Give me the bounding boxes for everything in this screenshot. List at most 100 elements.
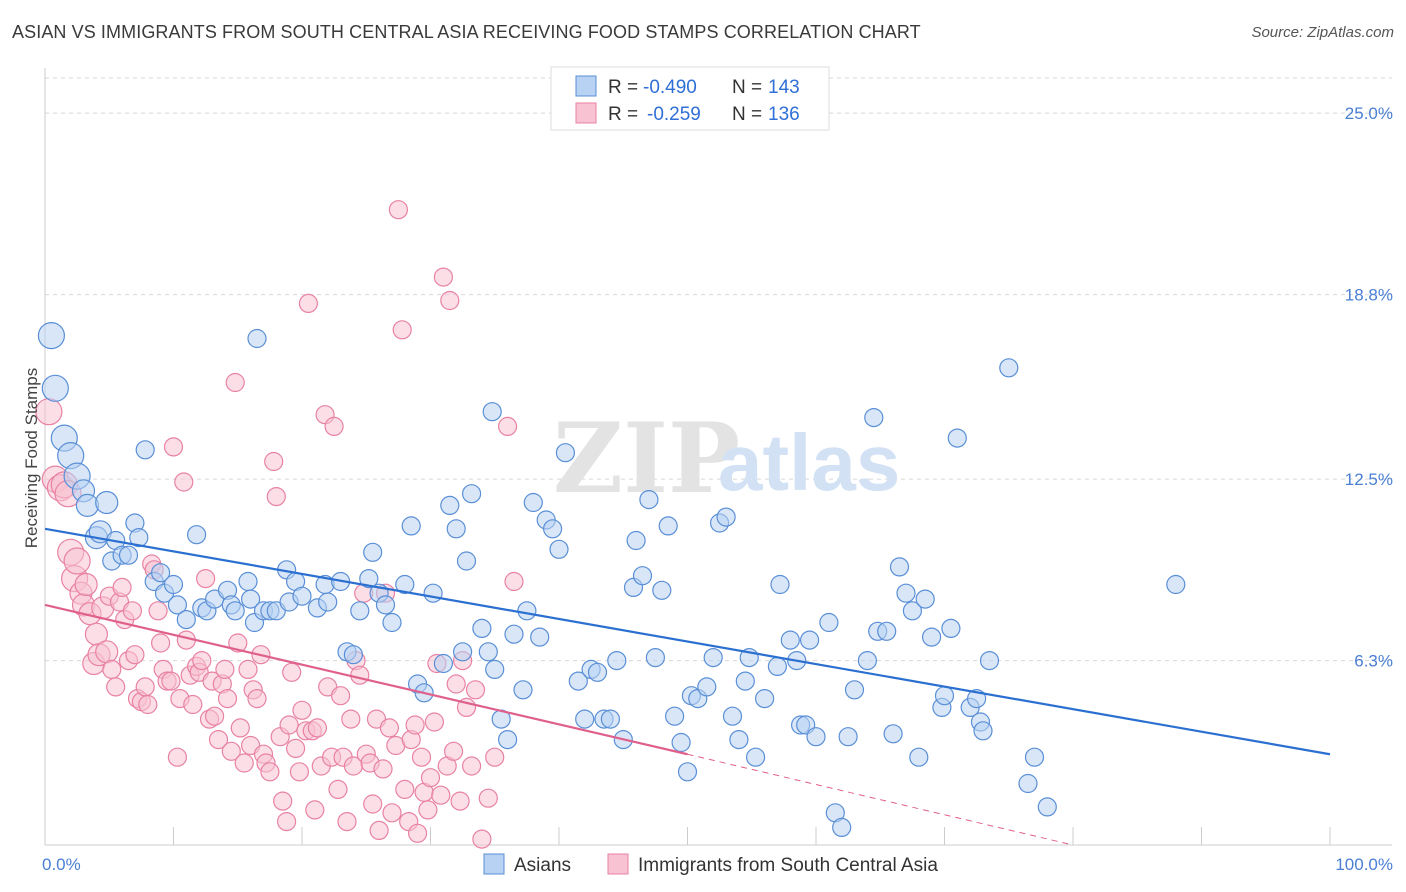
stats-legend-box bbox=[550, 66, 830, 131]
data-point bbox=[286, 738, 306, 759]
data-point bbox=[697, 677, 717, 697]
data-point bbox=[379, 718, 399, 738]
data-point bbox=[298, 293, 318, 313]
data-point bbox=[401, 516, 421, 536]
data-point bbox=[151, 633, 171, 653]
data-point bbox=[230, 718, 250, 738]
data-point bbox=[264, 451, 284, 472]
data-point bbox=[838, 727, 858, 747]
asian-n-value: 143 bbox=[768, 77, 800, 98]
data-point bbox=[542, 519, 563, 539]
data-point bbox=[909, 747, 929, 767]
data-point bbox=[504, 571, 524, 592]
data-point bbox=[549, 539, 569, 559]
data-point bbox=[289, 762, 309, 782]
data-point bbox=[95, 640, 119, 664]
data-point bbox=[225, 372, 245, 393]
imm-n-value: 136 bbox=[768, 104, 800, 125]
data-point bbox=[418, 800, 438, 820]
x-tick-label: 100.0% bbox=[1335, 855, 1393, 874]
data-point bbox=[241, 589, 261, 609]
data-point bbox=[247, 328, 267, 349]
axes bbox=[44, 68, 1392, 846]
data-point bbox=[433, 653, 453, 674]
y-tick-label: 12.5% bbox=[1345, 470, 1393, 489]
data-point bbox=[450, 791, 470, 811]
data-point bbox=[125, 645, 145, 665]
data-point bbox=[305, 800, 325, 820]
data-point bbox=[462, 756, 482, 776]
data-point bbox=[530, 627, 550, 647]
data-point bbox=[122, 601, 142, 621]
data-point bbox=[864, 408, 884, 428]
asian-swatch bbox=[575, 75, 597, 97]
trendlines bbox=[44, 527, 1331, 846]
data-point bbox=[221, 741, 241, 761]
data-point bbox=[382, 612, 402, 633]
data-point bbox=[217, 688, 238, 709]
asian-trendline bbox=[44, 527, 1331, 756]
data-point bbox=[767, 656, 788, 677]
data-point bbox=[405, 715, 425, 735]
data-point bbox=[658, 516, 678, 536]
data-point bbox=[896, 583, 916, 603]
x-tick-labels: 0.0% 100.0% bbox=[42, 855, 1393, 874]
data-point bbox=[504, 624, 524, 644]
data-point bbox=[37, 322, 66, 350]
data-point bbox=[260, 762, 280, 782]
data-point bbox=[485, 747, 505, 767]
data-point bbox=[440, 290, 460, 311]
data-point bbox=[118, 545, 139, 565]
data-point bbox=[163, 574, 184, 595]
data-point bbox=[446, 674, 466, 694]
legend-asians-label: Asians bbox=[514, 855, 571, 876]
data-point bbox=[112, 577, 132, 598]
data-point bbox=[408, 823, 428, 843]
data-point bbox=[424, 712, 444, 732]
imm-r-label: R = bbox=[608, 104, 638, 125]
data-point bbox=[478, 788, 498, 808]
data-point bbox=[478, 642, 498, 662]
data-point bbox=[498, 729, 518, 750]
asian-r-value: -0.490 bbox=[643, 77, 697, 98]
data-point bbox=[196, 568, 216, 589]
data-point bbox=[395, 779, 415, 800]
data-point bbox=[234, 753, 254, 773]
immigrants-points bbox=[35, 200, 524, 849]
data-point bbox=[174, 472, 194, 492]
data-point bbox=[135, 440, 155, 460]
data-point bbox=[472, 829, 492, 849]
data-point bbox=[279, 715, 299, 735]
data-point bbox=[138, 694, 158, 715]
data-point bbox=[187, 525, 207, 545]
data-point bbox=[341, 709, 361, 729]
data-point bbox=[722, 706, 743, 726]
data-point bbox=[167, 595, 187, 615]
data-point bbox=[819, 612, 839, 633]
data-point bbox=[941, 618, 961, 639]
data-point bbox=[857, 650, 878, 671]
data-point bbox=[411, 747, 432, 767]
data-point bbox=[324, 416, 344, 436]
data-point bbox=[420, 768, 441, 788]
data-point bbox=[1018, 773, 1038, 794]
data-point bbox=[307, 718, 327, 738]
data-point bbox=[228, 633, 248, 653]
data-point bbox=[238, 659, 258, 680]
asian-r-label: R = bbox=[608, 77, 638, 98]
bottom-legend: Asians Immigrants from South Central Asi… bbox=[483, 853, 938, 876]
immigrants-trendline bbox=[44, 603, 688, 756]
data-point bbox=[568, 671, 588, 691]
data-point bbox=[600, 709, 621, 729]
legend-immigrants-swatch bbox=[607, 853, 629, 875]
data-point bbox=[75, 493, 100, 517]
imm-n-label: N = bbox=[732, 104, 762, 125]
data-point bbox=[889, 557, 910, 577]
data-point bbox=[934, 686, 955, 706]
data-point bbox=[135, 677, 155, 697]
data-point bbox=[423, 583, 443, 603]
data-point bbox=[921, 627, 942, 647]
data-point bbox=[167, 747, 187, 767]
data-point bbox=[208, 729, 229, 750]
